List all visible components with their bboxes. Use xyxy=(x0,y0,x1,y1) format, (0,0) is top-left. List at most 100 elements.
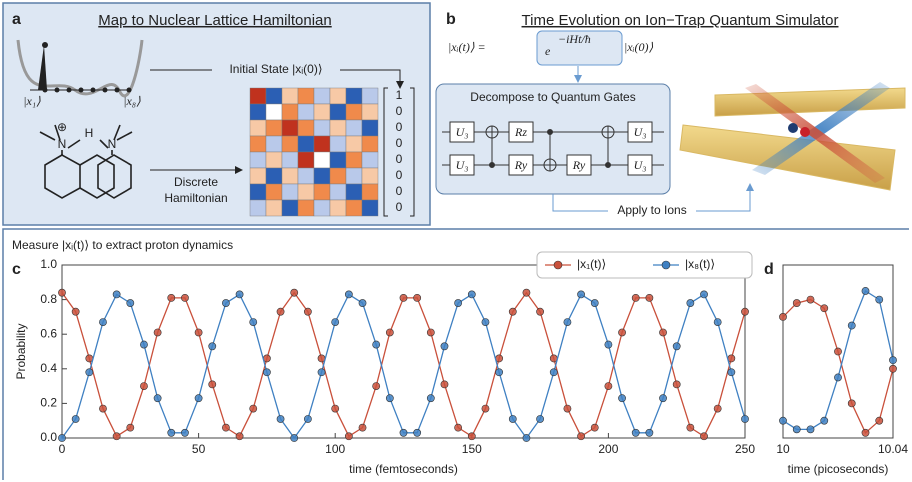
y-axis-label: Probability xyxy=(14,323,28,379)
matrix-cell xyxy=(313,87,331,105)
series-line xyxy=(782,289,894,430)
data-point xyxy=(208,380,217,389)
data-point xyxy=(806,425,815,434)
matrix-cell xyxy=(329,87,347,105)
matrix-cell xyxy=(361,183,379,201)
matrix-cell xyxy=(345,103,363,121)
legend-label: |x₁(t)⟩ xyxy=(577,257,606,271)
data-point xyxy=(481,318,490,326)
data-point xyxy=(495,368,504,377)
x-axis-label: time (picoseconds) xyxy=(788,462,889,476)
data-point xyxy=(549,368,558,377)
matrix-cell xyxy=(265,135,283,153)
data-point xyxy=(820,304,829,313)
panel-label: d xyxy=(764,261,774,278)
matrix-cell xyxy=(249,87,267,105)
data-point xyxy=(426,328,435,337)
atom: H xyxy=(85,126,94,140)
vector-entry: 0 xyxy=(396,120,403,134)
data-point xyxy=(331,404,340,413)
data-point xyxy=(889,356,897,365)
vector-bracket xyxy=(383,87,415,217)
panel-label: c xyxy=(12,261,21,278)
gate xyxy=(627,154,653,176)
data-point xyxy=(508,415,517,423)
data-point xyxy=(413,293,422,302)
matrix-cell xyxy=(265,167,283,185)
panel-frame xyxy=(2,228,909,480)
x-axis-label: time (femtoseconds) xyxy=(349,462,458,476)
matrix-cell xyxy=(329,151,347,169)
data-point xyxy=(467,432,476,441)
matrix-cell xyxy=(313,151,331,169)
discrete-label: Hamiltonian xyxy=(164,191,227,205)
data-point xyxy=(618,394,626,403)
label-bg xyxy=(608,203,696,219)
data-point xyxy=(276,415,285,423)
y-tick-label: 1.0 xyxy=(40,257,57,271)
data-point xyxy=(140,382,148,390)
data-point xyxy=(659,328,667,337)
data-point xyxy=(700,290,708,299)
data-point xyxy=(385,328,394,337)
data-point xyxy=(536,307,544,316)
gate xyxy=(566,154,592,176)
gate xyxy=(449,154,475,176)
x-tick-label: 50 xyxy=(192,442,206,456)
gate-label: Ry xyxy=(572,158,586,172)
apply-label: Apply to Ions xyxy=(617,203,686,217)
data-point xyxy=(700,432,708,441)
matrix-cell xyxy=(345,119,363,137)
data-point xyxy=(222,423,230,432)
data-point xyxy=(686,423,695,432)
data-point xyxy=(792,299,801,307)
data-point xyxy=(181,428,189,437)
data-point xyxy=(604,340,613,349)
x-tick-label: 10 xyxy=(776,442,790,456)
data-point xyxy=(358,423,367,432)
data-point xyxy=(645,428,654,437)
legend-marker xyxy=(553,260,563,270)
matrix-cell xyxy=(313,199,331,217)
matrix-cell xyxy=(281,199,299,217)
y-tick-label: 0.4 xyxy=(40,361,57,375)
matrix-cell xyxy=(297,151,315,169)
matrix-cell xyxy=(345,87,363,105)
data-point xyxy=(249,404,258,413)
data-point xyxy=(713,318,722,326)
data-point xyxy=(779,312,787,321)
vector-entry: 0 xyxy=(396,200,403,214)
matrix-cell xyxy=(361,135,379,153)
data-point xyxy=(440,342,449,351)
matrix-cell xyxy=(313,103,331,121)
data-point xyxy=(604,382,613,390)
data-point xyxy=(618,328,626,337)
matrix-cell xyxy=(249,183,267,201)
matrix-cell xyxy=(361,87,379,105)
equation-rhs: |xᵢ(0)⟩ xyxy=(624,40,654,54)
data-point xyxy=(344,290,353,299)
gate xyxy=(449,121,475,143)
matrix-cell xyxy=(361,167,379,185)
legend-label: |x₈(t)⟩ xyxy=(685,257,715,271)
matrix-cell xyxy=(281,119,299,137)
data-point xyxy=(440,380,449,389)
vector-entry: 0 xyxy=(396,168,403,182)
initial-vector: 1 0 0 0 0 0 0 0 xyxy=(396,88,403,214)
data-point xyxy=(645,293,654,302)
matrix-cell xyxy=(249,135,267,153)
plot-frame xyxy=(61,264,746,439)
data-point xyxy=(577,432,585,441)
matrix-cell xyxy=(313,183,331,201)
matrix-cell xyxy=(345,199,363,217)
data-point xyxy=(806,295,815,304)
gate-label: U₃ xyxy=(634,158,647,172)
data-point xyxy=(262,368,271,377)
data-point xyxy=(99,404,107,413)
matrix-cell xyxy=(313,119,331,137)
matrix-cell xyxy=(345,183,363,201)
data-point xyxy=(741,415,749,423)
data-point xyxy=(522,288,531,297)
matrix-cell xyxy=(249,199,267,217)
data-point xyxy=(563,404,572,413)
